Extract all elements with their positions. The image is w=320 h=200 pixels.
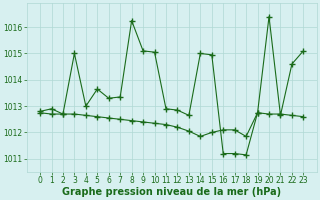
X-axis label: Graphe pression niveau de la mer (hPa): Graphe pression niveau de la mer (hPa) xyxy=(62,187,281,197)
